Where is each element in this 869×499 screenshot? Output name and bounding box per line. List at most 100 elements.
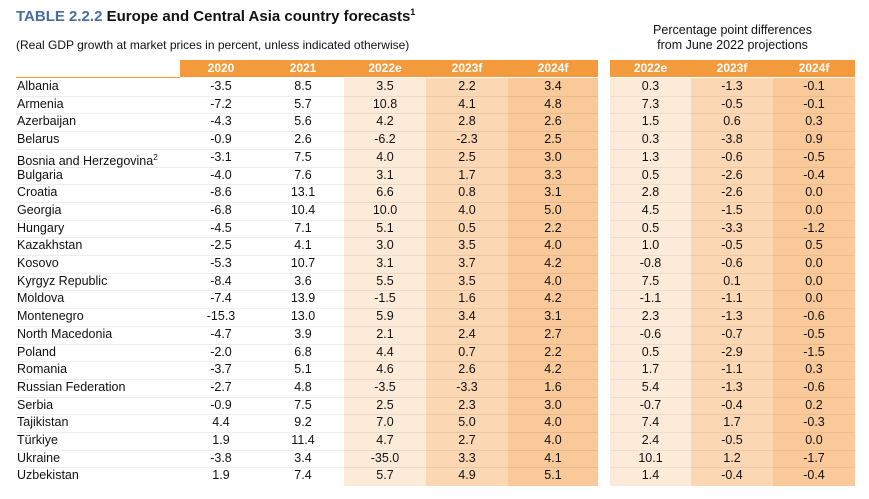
column-shade [508, 78, 598, 486]
value-cell: -4.5 [210, 220, 232, 235]
value-cell: -3.5 [210, 79, 232, 93]
value-cell: 3.0 [376, 238, 394, 253]
diff-cell: 0.0 [805, 433, 823, 447]
value-cell: 10.8 [372, 96, 398, 111]
diff-row-divider [610, 184, 855, 186]
value-cell: -4.3 [210, 114, 232, 129]
value-cell: -8.6 [210, 185, 232, 200]
value-cell: 3.4 [458, 309, 476, 324]
column-header: 2020 [207, 61, 235, 75]
value-cell: -7.2 [210, 96, 232, 111]
diff-cell: -0.8 [639, 256, 662, 270]
value-cell: 4.2 [544, 256, 562, 270]
country-name: Uzbekistan [17, 467, 79, 485]
diff-cell: -1.5 [803, 344, 825, 359]
diff-row-divider [610, 449, 855, 451]
country-label: Türkiye [17, 433, 58, 447]
country-label: North Macedonia [17, 326, 113, 341]
diff-cell: 7.3 [641, 96, 660, 111]
diff-cell: -0.3 [803, 415, 825, 430]
value-cell: 1.9 [212, 433, 230, 447]
diff-cell: -0.5 [721, 433, 743, 447]
value-cell: -6.8 [210, 202, 232, 217]
value-cell: -3.8 [210, 450, 232, 465]
diff-cell: -3.8 [721, 132, 743, 147]
value-cell: 5.6 [294, 114, 312, 129]
country-footnote: 2 [153, 152, 158, 162]
value-cell: -5.3 [210, 256, 232, 270]
value-cell: 5.1 [544, 468, 562, 483]
diff-cell: 0.5 [641, 220, 660, 235]
value-cell: 4.0 [458, 202, 476, 217]
table-row: Bulgaria -4.0 7.6 3.1 1.7 3.3 0.5 -2.6 -0.4 [0, 167, 869, 185]
diff-cell: -2.9 [721, 344, 743, 359]
value-cell: 2.7 [544, 326, 562, 341]
country-label: Armenia [17, 96, 64, 111]
diff-cell: 0.3 [805, 362, 823, 377]
country-label: Uzbekistan [17, 468, 79, 483]
diff-cell: 0.5 [641, 344, 660, 359]
table-row: Albania -3.5 8.5 3.5 2.2 3.4 0.3 -1.3 -0.1 [0, 78, 869, 96]
country-label: Tajikistan [17, 415, 69, 430]
value-cell: 2.5 [458, 149, 476, 164]
diff-cell: 0.0 [805, 291, 823, 306]
table-row: Türkiye 1.9 11.4 4.7 2.7 4.0 2.4 -0.5 0.0 [0, 432, 869, 450]
country-name: Bulgaria [17, 167, 63, 185]
value-cell: 3.1 [376, 167, 394, 182]
column-shade [426, 78, 508, 486]
value-cell: 4.2 [544, 362, 562, 377]
country-label: Kosovo [17, 256, 59, 270]
row-divider [16, 343, 598, 345]
country-label: Croatia [17, 185, 58, 200]
diff-cell: -0.6 [721, 149, 743, 164]
country-label: Hungary [17, 220, 65, 235]
diff-cell: -0.4 [721, 397, 743, 412]
value-cell: -4.7 [210, 326, 232, 341]
diff-cell: 1.2 [723, 450, 741, 465]
diff-cell: 1.5 [641, 114, 660, 129]
value-cell: 7.5 [294, 149, 312, 164]
diff-cell: 7.4 [641, 415, 660, 430]
diff-column-header: 2024f [798, 61, 830, 75]
diff-header-line2: from June 2022 projections [657, 38, 808, 52]
diff-cell: 2.8 [641, 185, 660, 200]
value-cell: -6.2 [374, 132, 396, 147]
value-cell: 4.8 [294, 379, 312, 394]
diff-column-shade [610, 78, 691, 486]
value-cell: 4.2 [376, 114, 394, 129]
value-cell: 10.4 [290, 202, 316, 217]
diff-cell: -0.7 [639, 397, 662, 412]
country-name: Russian Federation [17, 379, 125, 397]
diff-cell: 10.1 [638, 450, 663, 465]
diff-cell: -1.3 [721, 79, 743, 93]
value-cell: 5.1 [294, 362, 312, 377]
diff-cell: 0.5 [641, 167, 660, 182]
value-cell: 13.0 [290, 309, 316, 324]
value-cell: 4.9 [458, 468, 476, 483]
country-label: Kyrgyz Republic [17, 273, 108, 288]
table-row: Georgia -6.8 10.4 10.0 4.0 5.0 4.5 -1.5 0.0 [0, 202, 869, 220]
diff-cell: 0.0 [805, 185, 823, 200]
diff-row-divider [610, 131, 855, 133]
diff-cell: 0.3 [641, 132, 660, 147]
value-cell: 3.6 [294, 273, 312, 288]
diff-cell: 0.3 [641, 79, 660, 93]
diff-cell: -1.1 [721, 291, 743, 306]
diff-row-divider [610, 378, 855, 380]
diff-cell: 0.0 [805, 256, 823, 270]
table-label: TABLE 2.2.2 [16, 8, 103, 25]
value-cell: 5.0 [544, 202, 562, 217]
diff-cell: -0.5 [721, 96, 743, 111]
value-cell: 2.6 [458, 362, 476, 377]
value-cell: 4.4 [376, 344, 394, 359]
country-label: Azerbaijan [17, 114, 77, 129]
diff-cell: -1.1 [639, 291, 662, 306]
value-cell: 2.5 [376, 397, 394, 412]
row-divider [16, 378, 598, 380]
diff-cell: -0.6 [803, 309, 825, 324]
value-cell: 7.5 [294, 397, 312, 412]
country-name: Montenegro [17, 308, 84, 326]
table-row: North Macedonia -4.7 3.9 2.1 2.4 2.7 -0.6 -0.7 -… [0, 326, 869, 344]
table-row: Montenegro -15.3 13.0 5.9 3.4 3.1 2.3 -1.3 -0.6 [0, 308, 869, 326]
value-cell: -3.5 [374, 379, 396, 394]
